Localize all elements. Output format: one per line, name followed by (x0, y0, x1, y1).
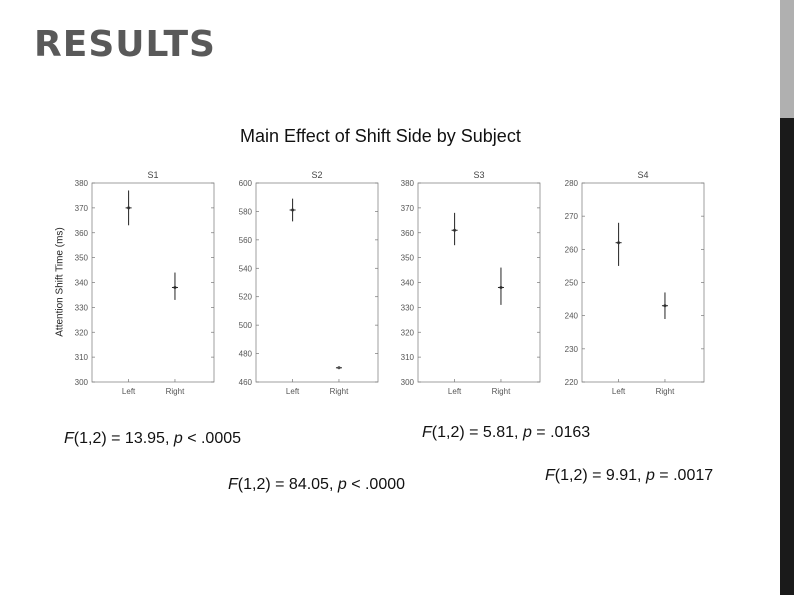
y-tick-label: 350 (75, 254, 89, 263)
x-tick-label: Left (448, 387, 462, 396)
panel-3: S3 300 310 320 330 340 350 360 370 380 Left Right (401, 170, 541, 396)
panel-title: S1 (147, 170, 158, 180)
y-tick-label: 280 (565, 179, 579, 188)
y-tick-label: 240 (565, 312, 579, 321)
x-tick-label: Left (286, 387, 300, 396)
data-point (127, 206, 131, 210)
y-tick-label: 300 (75, 378, 89, 387)
x-tick-label: Right (656, 387, 675, 396)
y-tick-label: 320 (401, 328, 415, 337)
x-tick-label: Left (122, 387, 136, 396)
figure-title: Main Effect of Shift Side by Subject (240, 126, 521, 146)
y-tick-label: 230 (565, 345, 579, 354)
y-tick-label: 520 (239, 293, 253, 302)
y-tick-label: 370 (75, 204, 89, 213)
panel-title: S2 (311, 170, 322, 180)
y-tick-label: 220 (565, 378, 579, 387)
y-tick-label: 330 (75, 303, 89, 312)
y-tick-label: 380 (401, 179, 415, 188)
plot-frame (417, 182, 541, 383)
slide-edge-bar (780, 0, 794, 595)
y-tick-label: 600 (239, 179, 253, 188)
x-tick-label: Right (330, 387, 349, 396)
y-tick-label: 360 (401, 229, 415, 238)
y-tick-label: 340 (401, 279, 415, 288)
data-point (663, 304, 667, 308)
data-point (499, 285, 503, 289)
panel-title: S3 (473, 170, 484, 180)
y-tick-label: 370 (401, 204, 415, 213)
stat-s4: F(1,2) = 9.91, p = .0017 (545, 467, 714, 484)
data-point (453, 228, 457, 232)
y-tick-label: 460 (239, 378, 253, 387)
panel-1: S1 300 310 320 330 340 350 360 370 380 Left Right (75, 170, 215, 396)
x-tick-label: Right (166, 387, 185, 396)
stat-s2: F(1,2) = 84.05, p < .0000 (228, 476, 406, 493)
data-point (291, 208, 295, 212)
panel-4: S4 220 230 240 250 260 270 280 Left Right (565, 170, 705, 396)
y-tick-label: 250 (565, 279, 579, 288)
data-point (617, 241, 621, 245)
y-tick-label: 310 (75, 353, 89, 362)
x-tick-label: Left (612, 387, 626, 396)
y-tick-label: 340 (75, 279, 89, 288)
y-tick-label: 500 (239, 321, 253, 330)
stat-s3: F(1,2) = 5.81, p = .0163 (422, 424, 591, 441)
x-tick-label: Right (492, 387, 511, 396)
data-point (173, 285, 177, 289)
y-tick-label: 310 (401, 353, 415, 362)
y-tick-label: 300 (401, 378, 415, 387)
y-tick-label: 350 (401, 254, 415, 263)
y-tick-label: 580 (239, 207, 253, 216)
y-tick-label: 480 (239, 350, 253, 359)
panel-2: S2 460 480 500 520 540 560 580 600 Left Right (239, 170, 379, 396)
y-tick-label: 560 (239, 236, 253, 245)
stat-s1: F(1,2) = 13.95, p < .0005 (64, 430, 242, 447)
y-tick-label: 540 (239, 264, 253, 273)
y-tick-label: 270 (565, 212, 579, 221)
y-tick-label: 360 (75, 229, 89, 238)
y-tick-label: 320 (75, 328, 89, 337)
panel-title: S4 (637, 170, 648, 180)
plot-frame (581, 182, 705, 383)
slide-edge-bar-highlight (780, 0, 794, 118)
slide-title: RESULTS (34, 24, 216, 65)
plot-frame (255, 182, 379, 383)
plot-frame (91, 182, 215, 383)
data-point (337, 366, 341, 370)
y-tick-label: 260 (565, 245, 579, 254)
y-tick-label: 380 (75, 179, 89, 188)
y-tick-label: 330 (401, 303, 415, 312)
